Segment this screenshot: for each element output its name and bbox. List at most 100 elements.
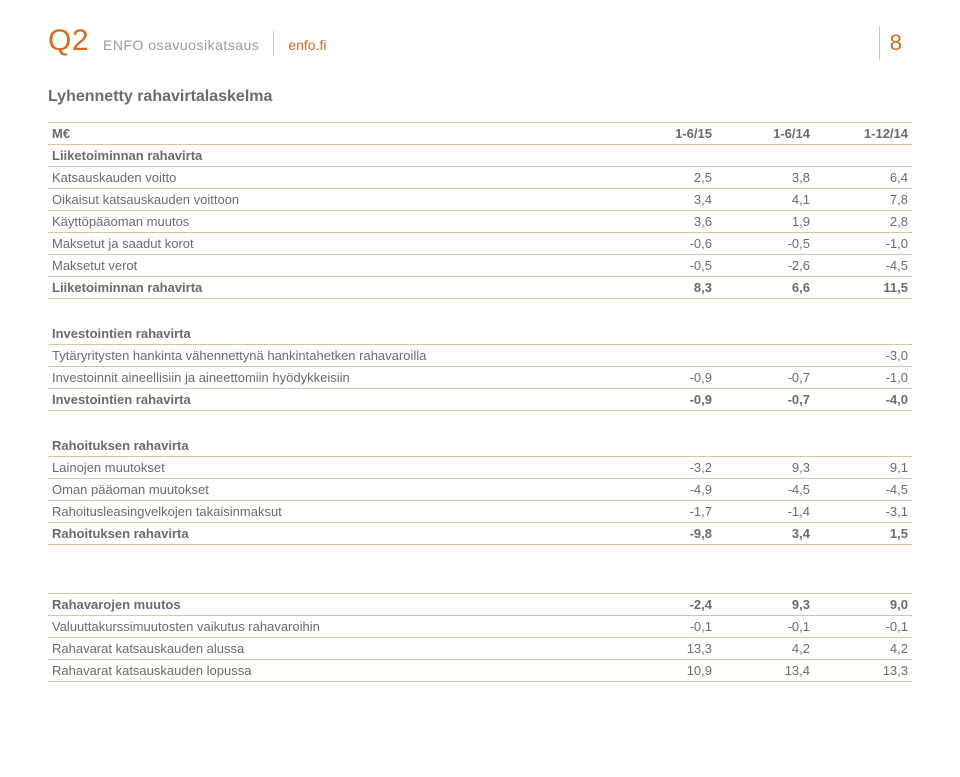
summary-value: -2,4 (618, 594, 716, 616)
row-value: 3,8 (716, 167, 814, 189)
row-value: 6,4 (814, 167, 912, 189)
row-label: Rahoitusleasingvelkojen takaisinmaksut (48, 501, 618, 523)
row-value: 2,5 (618, 167, 716, 189)
total-value: -0,7 (716, 389, 814, 411)
summary-value: 9,0 (814, 594, 912, 616)
block-total-row: Investointien rahavirta-0,9-0,7-4,0 (48, 389, 912, 411)
page-container: Q2 ENFO osavuosikatsaus enfo.fi 8 Lyhenn… (0, 0, 960, 722)
row-value: 7,8 (814, 189, 912, 211)
total-value: 6,6 (716, 277, 814, 299)
row-label: Katsauskauden voitto (48, 167, 618, 189)
row-value: -0,5 (716, 233, 814, 255)
summary-value: 4,2 (716, 638, 814, 660)
row-value: -0,5 (618, 255, 716, 277)
col-1: 1-6/15 (618, 123, 716, 145)
total-label: Investointien rahavirta (48, 389, 618, 411)
summary-row: Rahavarat katsauskauden alussa13,34,24,2 (48, 638, 912, 660)
summary-label: Rahavarat katsauskauden lopussa (48, 660, 618, 682)
table-row: Maksetut ja saadut korot-0,6-0,5-1,0 (48, 233, 912, 255)
row-value: -3,2 (618, 457, 716, 479)
summary-value: 13,3 (814, 660, 912, 682)
summary-row: Valuuttakurssimuutosten vaikutus rahavar… (48, 616, 912, 638)
summary-label: Rahavarojen muutos (48, 594, 618, 616)
total-value: -0,9 (618, 389, 716, 411)
total-value: -9,8 (618, 523, 716, 545)
total-label: Liiketoiminnan rahavirta (48, 277, 618, 299)
row-label: Maksetut verot (48, 255, 618, 277)
row-value: -1,0 (814, 367, 912, 389)
row-value: -1,0 (814, 233, 912, 255)
block-title-row: Liiketoiminnan rahavirta (48, 145, 912, 167)
table-row: Rahoitusleasingvelkojen takaisinmaksut-1… (48, 501, 912, 523)
cashflow-table: M€ 1-6/15 1-6/14 1-12/14 Liiketoiminnan … (48, 122, 912, 682)
row-label: Käyttöpääoman muutos (48, 211, 618, 233)
summary-value: 13,4 (716, 660, 814, 682)
block-title-row: Investointien rahavirta (48, 323, 912, 345)
block-title-row: Rahoituksen rahavirta (48, 435, 912, 457)
col-3: 1-12/14 (814, 123, 912, 145)
total-label: Rahoituksen rahavirta (48, 523, 618, 545)
spacer-row (48, 411, 912, 436)
table-header-row: M€ 1-6/15 1-6/14 1-12/14 (48, 123, 912, 145)
row-value: 9,1 (814, 457, 912, 479)
row-value: -4,5 (814, 255, 912, 277)
table-row: Käyttöpääoman muutos3,61,92,8 (48, 211, 912, 233)
summary-value: 13,3 (618, 638, 716, 660)
table-row: Katsauskauden voitto2,53,86,4 (48, 167, 912, 189)
block-title: Rahoituksen rahavirta (48, 435, 912, 457)
col-2: 1-6/14 (716, 123, 814, 145)
table-row: Oikaisut katsauskauden voittoon3,44,17,8 (48, 189, 912, 211)
table-row: Investoinnit aineellisiin ja aineettomii… (48, 367, 912, 389)
block-title: Investointien rahavirta (48, 323, 912, 345)
spacer-row (48, 545, 912, 570)
row-value: -4,5 (814, 479, 912, 501)
quarter-label: Q2 (48, 24, 89, 58)
page-number: 8 (879, 26, 912, 60)
summary-value: -0,1 (814, 616, 912, 638)
row-value: 9,3 (716, 457, 814, 479)
total-value: -4,0 (814, 389, 912, 411)
unit-label: M€ (48, 123, 618, 145)
row-value: 2,8 (814, 211, 912, 233)
row-value: -1,7 (618, 501, 716, 523)
section-title: Lyhennetty rahavirtalaskelma (48, 88, 912, 106)
row-value: 4,1 (716, 189, 814, 211)
row-value: -3,0 (814, 345, 912, 367)
row-value: -3,1 (814, 501, 912, 523)
table-row: Maksetut verot-0,5-2,6-4,5 (48, 255, 912, 277)
summary-value: -0,1 (716, 616, 814, 638)
report-title: ENFO osavuosikatsaus (103, 37, 259, 53)
table-row: Tytäryritysten hankinta vähennettynä han… (48, 345, 912, 367)
total-value: 8,3 (618, 277, 716, 299)
row-value: -0,7 (716, 367, 814, 389)
total-value: 11,5 (814, 277, 912, 299)
row-label: Lainojen muutokset (48, 457, 618, 479)
summary-label: Rahavarat katsauskauden alussa (48, 638, 618, 660)
row-label: Maksetut ja saadut korot (48, 233, 618, 255)
summary-row: Rahavarojen muutos-2,49,39,0 (48, 594, 912, 616)
row-value: 3,6 (618, 211, 716, 233)
header-right: 8 (869, 26, 912, 60)
table-row: Oman pääoman muutokset-4,9-4,5-4,5 (48, 479, 912, 501)
row-value: -0,6 (618, 233, 716, 255)
row-value: -0,9 (618, 367, 716, 389)
summary-value: 4,2 (814, 638, 912, 660)
page-number-value: 8 (890, 30, 902, 56)
row-value: 1,9 (716, 211, 814, 233)
summary-value: -0,1 (618, 616, 716, 638)
row-label: Oikaisut katsauskauden voittoon (48, 189, 618, 211)
row-value (618, 345, 716, 367)
row-value: -2,6 (716, 255, 814, 277)
site-link[interactable]: enfo.fi (288, 37, 326, 53)
page-header: Q2 ENFO osavuosikatsaus enfo.fi 8 (48, 24, 912, 60)
row-label: Oman pääoman muutokset (48, 479, 618, 501)
spacer-row (48, 299, 912, 324)
row-value: 3,4 (618, 189, 716, 211)
total-value: 3,4 (716, 523, 814, 545)
total-value: 1,5 (814, 523, 912, 545)
row-label: Tytäryritysten hankinta vähennettynä han… (48, 345, 618, 367)
summary-value: 9,3 (716, 594, 814, 616)
header-divider (273, 30, 274, 56)
block-total-row: Liiketoiminnan rahavirta8,36,611,5 (48, 277, 912, 299)
summary-value: 10,9 (618, 660, 716, 682)
